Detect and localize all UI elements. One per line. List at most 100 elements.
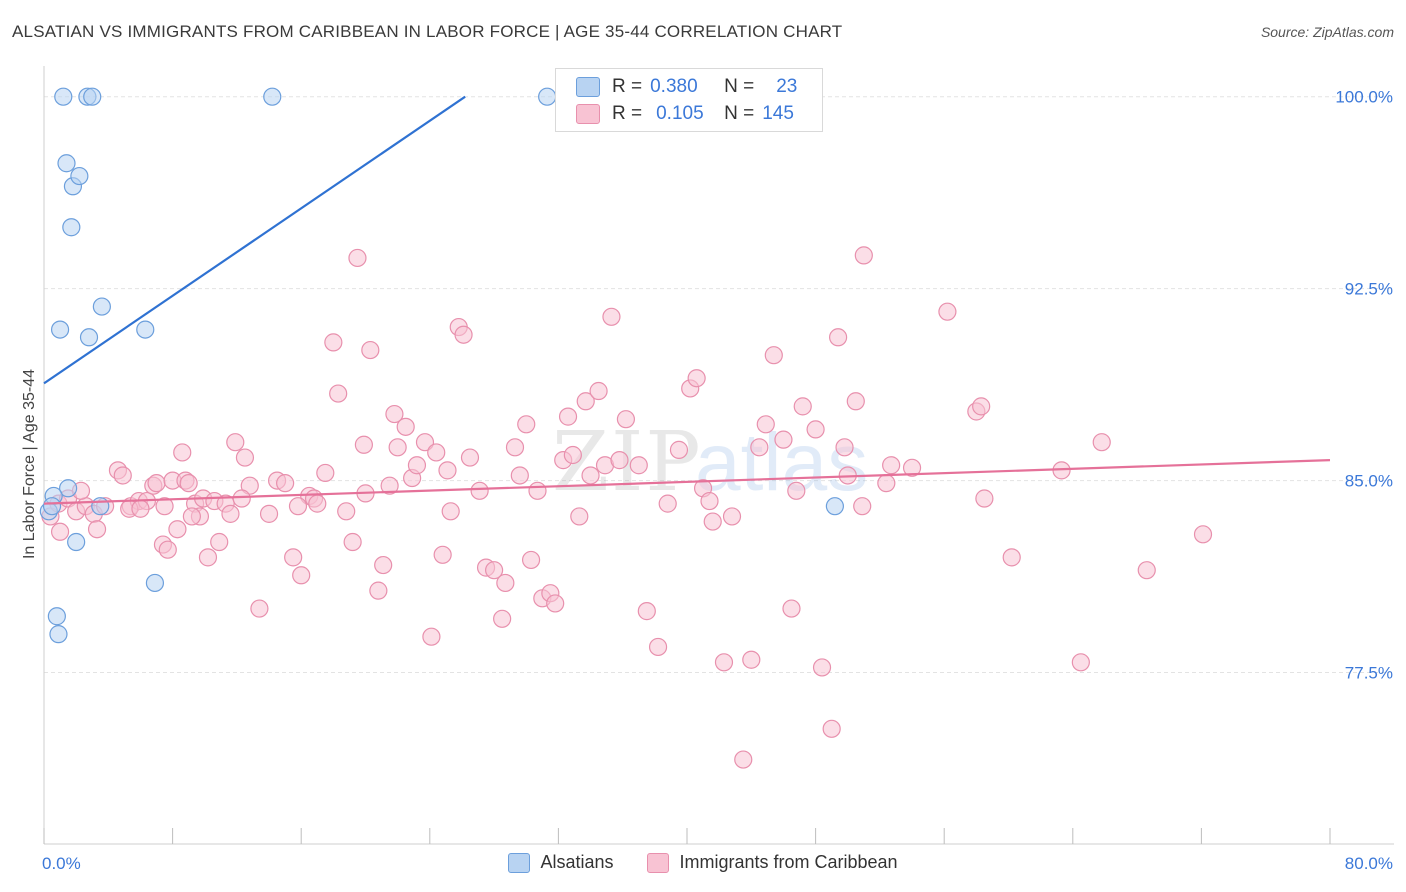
x-tick-label-left: 0.0%	[42, 854, 81, 873]
caribbean-point	[182, 507, 201, 526]
series-legend-label: Alsatians	[540, 852, 614, 872]
caribbean-point	[343, 532, 362, 552]
caribbean-point	[369, 581, 388, 600]
caribbean-point	[546, 594, 565, 613]
alsatian-point	[67, 532, 86, 552]
caribbean-point	[198, 548, 218, 567]
caribbean-point	[602, 307, 621, 326]
alsatian-point	[136, 320, 155, 339]
caribbean-point	[938, 302, 957, 321]
caribbean-point	[812, 658, 832, 677]
caribbean-point	[558, 407, 578, 426]
caribbean-point	[829, 328, 848, 347]
alsatian-point	[83, 87, 102, 106]
caribbean-point	[226, 433, 245, 452]
alsatian-point	[92, 297, 111, 316]
alsatian-point	[263, 87, 282, 106]
caribbean-point	[528, 481, 547, 500]
caribbean-point	[846, 392, 865, 411]
caribbean-point	[563, 445, 582, 465]
series-legend-caribbean[interactable]: Immigrants from Caribbean	[647, 852, 898, 873]
caribbean-point	[422, 627, 441, 646]
x-tick-label-right: 80.0%	[1345, 854, 1393, 873]
caribbean-point	[292, 566, 311, 585]
caribbean-point	[793, 397, 812, 416]
correlation-legend: R = 0.380 N = 23 R = 0.105 N = 145	[555, 68, 823, 132]
caribbean-point	[168, 520, 187, 539]
caribbean-point	[734, 750, 753, 769]
legend-swatch-pink	[576, 104, 600, 124]
caribbean-point	[158, 540, 177, 559]
legend-swatch-blue	[576, 77, 600, 97]
alsatian-point	[91, 497, 110, 516]
caribbean-point	[658, 494, 677, 513]
caribbean-point	[470, 481, 489, 500]
alsatian-point	[50, 320, 70, 339]
caribbean-point	[441, 502, 460, 521]
caribbean-point	[714, 653, 734, 672]
caribbean-point	[1137, 561, 1156, 580]
caribbean-point	[496, 573, 515, 593]
caribbean-point	[610, 451, 629, 470]
legend-row-alsatians: R = 0.380 N = 23	[576, 74, 797, 100]
caribbean-point	[374, 555, 393, 575]
legend-r-label: R =	[612, 76, 643, 97]
caribbean-point	[703, 512, 722, 531]
caribbean-point	[774, 430, 793, 449]
caribbean-point	[521, 550, 541, 570]
caribbean-point	[155, 497, 174, 516]
caribbean-point	[975, 489, 994, 508]
series-legend-label: Immigrants from Caribbean	[679, 852, 898, 872]
source-label: Source: ZipAtlas.com	[1260, 24, 1394, 40]
series-legend-alsatians[interactable]: Alsatians	[508, 852, 613, 873]
caribbean-point	[902, 458, 922, 477]
caribbean-point	[722, 507, 742, 526]
caribbean-point	[806, 420, 825, 439]
caribbean-point	[581, 466, 600, 485]
y-tick-label: 92.5%	[1345, 280, 1393, 299]
caribbean-point	[1002, 548, 1021, 567]
chart-title: ALSATIAN VS IMMIGRANTS FROM CARIBBEAN IN…	[12, 22, 843, 41]
alsatian-point	[70, 166, 89, 186]
caribbean-point	[259, 504, 279, 523]
caribbean-point	[576, 392, 595, 411]
caribbean-point	[288, 497, 308, 516]
caribbean-point	[361, 340, 380, 360]
y-axis-label: In Labor Force | Age 35-44	[21, 369, 38, 559]
alsatian-point	[42, 497, 62, 516]
caribbean-point	[354, 435, 373, 454]
caribbean-point	[764, 346, 783, 365]
caribbean-point	[221, 504, 240, 523]
tick-labels: 100.0% 92.5% 85.0% 77.5%	[1335, 88, 1393, 683]
caribbean-point	[276, 474, 295, 493]
alsatian-point	[54, 87, 73, 106]
caribbean-point	[232, 489, 251, 508]
legend-row-caribbean: R = 0.105 N = 145	[576, 101, 794, 127]
caribbean-point	[877, 474, 896, 493]
caribbean-point	[438, 461, 457, 480]
caribbean-point	[517, 415, 536, 434]
caribbean-point	[782, 599, 801, 618]
legend-r-label: R =	[612, 103, 643, 124]
caribbean-point	[308, 494, 327, 513]
grid-lines	[44, 96, 1394, 674]
caribbean-point	[822, 719, 841, 738]
legend-swatch-blue	[508, 852, 531, 873]
caribbean-point	[1193, 525, 1213, 544]
caribbean-point	[700, 491, 719, 511]
alsatian-point	[57, 154, 76, 173]
caribbean-point	[50, 522, 70, 541]
caribbean-point	[147, 474, 166, 493]
caribbean-point	[687, 369, 706, 388]
legend-n-value: 23	[776, 76, 798, 97]
caribbean-point	[173, 443, 192, 462]
caribbean-point	[427, 443, 446, 462]
caribbean-point	[629, 456, 648, 475]
caribbean-point	[460, 448, 480, 467]
caribbean-point	[113, 466, 132, 485]
caribbean-point	[329, 384, 348, 403]
legend-n-label: N =	[724, 76, 755, 97]
caribbean-point	[324, 333, 343, 352]
alsatian-point	[47, 607, 66, 626]
